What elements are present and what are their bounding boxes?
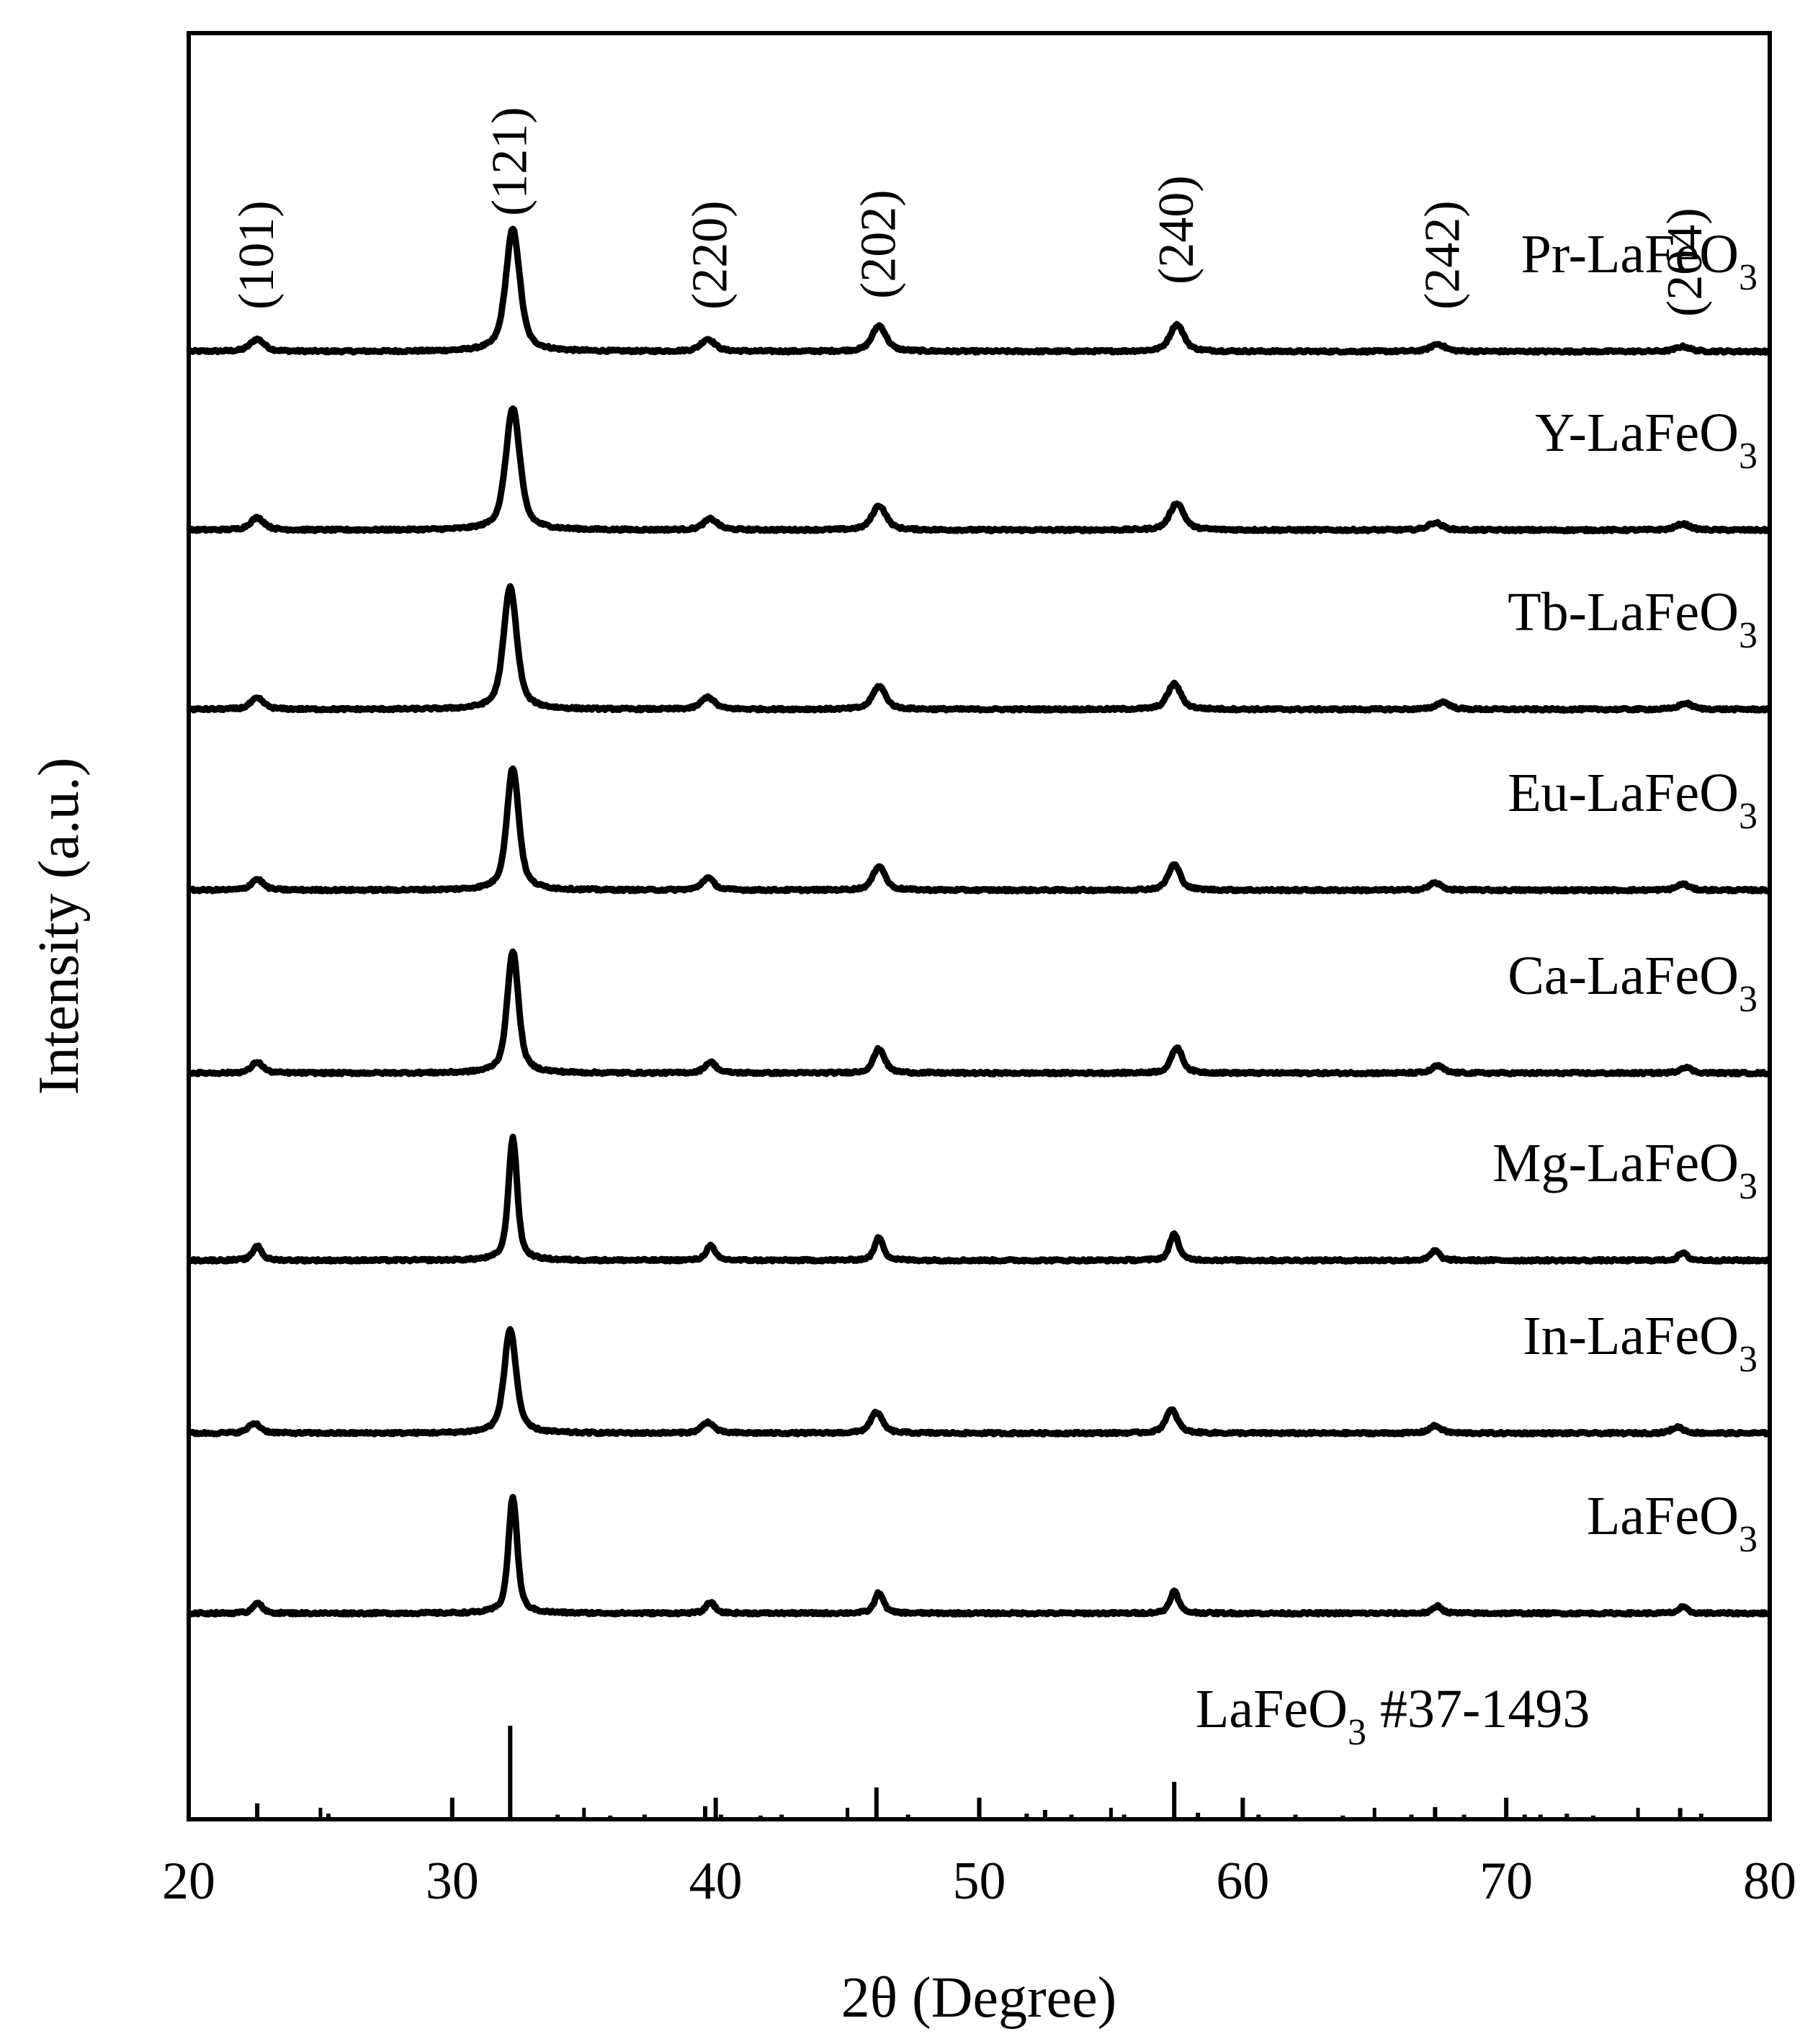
peak-label: (240) <box>1149 175 1204 284</box>
x-tick-label: 50 <box>953 1852 1006 1911</box>
series-trace <box>188 225 1770 356</box>
series-trace <box>188 405 1770 534</box>
series-traces <box>188 225 1770 1618</box>
x-tick-label: 20 <box>162 1852 215 1911</box>
x-tick-label: 30 <box>426 1852 479 1911</box>
series-trace <box>188 1134 1770 1265</box>
peak-label: (101) <box>229 200 285 310</box>
series-trace <box>188 1494 1770 1618</box>
series-subscript: 3 <box>1739 615 1757 656</box>
series-name: Mg-LaFeO <box>1492 1133 1739 1193</box>
series-subscript: 3 <box>1739 796 1757 837</box>
series-subscript: 3 <box>1739 257 1757 298</box>
x-axis-ticks: 20 30 40 50 60 70 80 <box>162 1798 1796 1911</box>
x-tick-label: 80 <box>1743 1852 1796 1911</box>
plot-frame <box>187 31 1772 1821</box>
reference-id: #37-1493 <box>1366 1679 1590 1739</box>
series-name: Pr-LaFeO <box>1521 224 1739 284</box>
series-label: In-LaFeO3 <box>1523 1306 1757 1380</box>
series-name: Eu-LaFeO <box>1508 763 1739 823</box>
x-tick-label: 40 <box>689 1852 743 1911</box>
series-trace <box>188 765 1770 895</box>
series-name: LaFeO <box>1587 1486 1739 1546</box>
peak-label: (242) <box>1415 200 1470 310</box>
series-labels: Pr-LaFeO3Y-LaFeO3Tb-LaFeO3Eu-LaFeO3Ca-La… <box>1492 224 1757 1560</box>
series-subscript: 3 <box>1739 436 1757 477</box>
series-label: Mg-LaFeO3 <box>1492 1133 1757 1207</box>
peak-label: (204) <box>1657 207 1713 317</box>
series-name: In-LaFeO <box>1523 1306 1739 1366</box>
reference-pattern: LaFeO3 #37-1493 <box>255 1679 1703 1819</box>
series-subscript: 3 <box>1739 1166 1757 1207</box>
series-name: Y-LaFeO <box>1535 403 1739 463</box>
series-subscript: 3 <box>1739 979 1757 1020</box>
peak-label: (202) <box>851 189 906 299</box>
series-label: Y-LaFeO3 <box>1535 403 1757 477</box>
peak-label: (220) <box>682 200 738 310</box>
peak-label: (121) <box>482 107 537 216</box>
series-trace <box>188 583 1770 714</box>
series-name: Ca-LaFeO <box>1508 946 1739 1006</box>
series-label: Eu-LaFeO3 <box>1508 763 1757 837</box>
series-subscript: 3 <box>1739 1339 1757 1380</box>
reference-name: LaFeO <box>1196 1679 1348 1739</box>
series-name: Tb-LaFeO <box>1508 582 1739 642</box>
series-label: LaFeO3 <box>1587 1486 1757 1560</box>
x-tick-label: 70 <box>1479 1852 1533 1911</box>
series-label: Ca-LaFeO3 <box>1508 946 1757 1020</box>
series-trace <box>188 948 1770 1077</box>
series-label: Tb-LaFeO3 <box>1508 582 1757 656</box>
reference-label: LaFeO3 #37-1493 <box>1196 1679 1590 1753</box>
series-label: Pr-LaFeO3 <box>1521 224 1757 298</box>
x-axis-title: 2θ (Degree) <box>841 1966 1117 2030</box>
reference-subscript: 3 <box>1348 1712 1366 1753</box>
x-tick-label: 60 <box>1216 1852 1269 1911</box>
series-trace <box>188 1326 1770 1438</box>
peak-labels: (101) (121) (220) (202) (240) (242) (204) <box>229 107 1713 317</box>
series-subscript: 3 <box>1739 1519 1757 1560</box>
y-axis-title: Intensity (a.u.) <box>27 758 91 1095</box>
